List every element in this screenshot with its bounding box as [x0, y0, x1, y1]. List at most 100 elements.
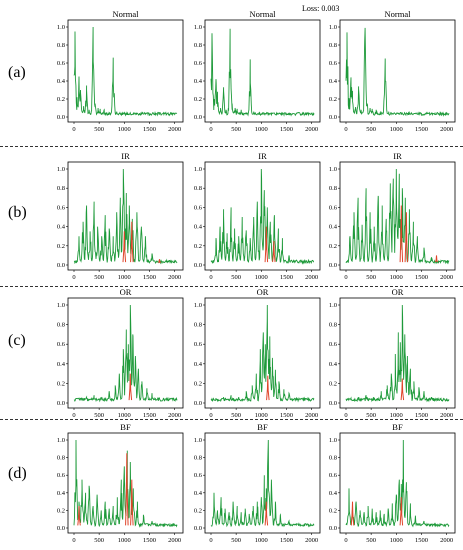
x-tick-label: 0 — [344, 412, 347, 419]
y-tick-label: 0.0 — [57, 262, 65, 269]
y-tick-label: 0.0 — [329, 262, 337, 269]
x-tick-label: 0 — [72, 537, 75, 544]
y-tick-label: 0.2 — [329, 507, 337, 514]
x-tick-label: 1000 — [118, 126, 131, 133]
x-tick-label: 0 — [209, 412, 212, 419]
x-tick-label: 1500 — [143, 537, 156, 544]
x-tick-label: 0 — [209, 537, 212, 544]
x-tick-label: 500 — [231, 126, 241, 133]
y-tick-label: 0.6 — [329, 60, 338, 67]
row-divider-3 — [0, 419, 463, 420]
series-red-peak — [77, 505, 81, 526]
x-tick-label: 1000 — [390, 274, 403, 281]
series-green — [210, 28, 315, 117]
plot-frame — [339, 19, 456, 123]
y-tick-label: 0.2 — [57, 507, 65, 514]
plot-title: BF — [257, 422, 268, 432]
plot-frame — [339, 161, 456, 271]
series-red-peak — [399, 497, 404, 526]
y-tick-label: 0.4 — [194, 78, 203, 85]
series-green — [73, 439, 178, 528]
x-tick-label: 1500 — [143, 126, 156, 133]
series-red-peak — [400, 378, 405, 401]
x-tick-label: 0 — [72, 412, 75, 419]
y-tick-label: 0.8 — [57, 185, 65, 192]
y-tick-label: 0.6 — [329, 204, 338, 211]
x-tick-label: 1000 — [255, 412, 268, 419]
y-tick-label: 0.2 — [194, 507, 202, 514]
x-tick-label: 2000 — [305, 537, 318, 544]
y-tick-label: 0.6 — [57, 472, 66, 479]
y-tick-label: 0.8 — [57, 42, 65, 49]
x-tick-label: 1500 — [415, 126, 428, 133]
y-tick-label: 0.2 — [194, 96, 202, 103]
y-tick-label: 1.0 — [57, 166, 65, 173]
y-tick-label: 0.0 — [329, 525, 337, 532]
x-tick-label: 500 — [94, 537, 104, 544]
subplot-6: IR 0.0 0.2 0.4 0.6 0.8 1.0 0 500 1000 1500 2000 — [329, 151, 456, 281]
row-label-d: (d) — [8, 465, 27, 482]
row-divider-2 — [0, 286, 463, 287]
y-tick-label: 0.2 — [57, 243, 65, 250]
x-tick-label: 1000 — [390, 412, 403, 419]
y-tick-label: 0.0 — [194, 262, 202, 269]
x-tick-label: 500 — [366, 412, 376, 419]
y-tick-label: 0.0 — [194, 525, 202, 532]
series-red-peak — [272, 240, 276, 263]
series-green — [210, 439, 315, 528]
y-tick-label: 1.0 — [194, 166, 202, 173]
x-tick-label: 2000 — [440, 537, 453, 544]
x-tick-label: 1500 — [280, 126, 293, 133]
series-red-peak — [266, 375, 270, 401]
y-tick-label: 1.0 — [57, 437, 65, 444]
series-red-peak — [434, 255, 439, 263]
y-tick-label: 0.6 — [194, 60, 203, 67]
y-tick-label: 0.0 — [329, 400, 337, 407]
y-tick-label: 0.0 — [194, 400, 202, 407]
plot-frame — [204, 432, 321, 534]
y-tick-label: 1.0 — [194, 24, 202, 31]
y-tick-label: 0.6 — [57, 341, 66, 348]
x-tick-label: 0 — [344, 537, 347, 544]
y-tick-label: 0.4 — [329, 361, 338, 368]
y-tick-label: 1.0 — [194, 302, 202, 309]
y-tick-label: 1.0 — [57, 302, 65, 309]
plot-frame — [67, 432, 184, 534]
row-label-b: (b) — [8, 204, 27, 221]
series-green — [345, 439, 450, 528]
subplot-7: OR 0.0 0.2 0.4 0.6 0.8 1.0 0 500 1000 1500 2000 — [57, 287, 184, 419]
y-tick-label: 0.2 — [329, 243, 337, 250]
series-red-peak — [130, 221, 134, 263]
subplot-12: BF 0.0 0.2 0.4 0.6 0.8 1.0 0 500 1000 1500 2000 — [329, 422, 456, 544]
x-tick-label: 1000 — [118, 412, 131, 419]
series-red-peak — [128, 373, 133, 401]
plot-title: IR — [393, 151, 402, 161]
series-red-peak — [264, 501, 269, 526]
series-red-peak — [130, 479, 134, 526]
y-tick-label: 0.8 — [329, 322, 337, 329]
y-tick-label: 0.4 — [329, 224, 338, 231]
x-tick-label: 1000 — [255, 126, 268, 133]
y-tick-label: 0.2 — [194, 243, 202, 250]
x-tick-label: 1500 — [143, 274, 156, 281]
x-tick-label: 2000 — [440, 412, 453, 419]
x-tick-label: 1000 — [390, 537, 403, 544]
y-tick-label: 0.2 — [57, 380, 65, 387]
plot-frame — [204, 161, 321, 271]
x-tick-label: 1500 — [415, 274, 428, 281]
y-tick-label: 0.0 — [329, 114, 337, 121]
y-tick-label: 1.0 — [57, 24, 65, 31]
plot-title: Normal — [113, 9, 140, 19]
y-tick-label: 0.8 — [57, 322, 65, 329]
x-tick-label: 0 — [344, 126, 347, 133]
y-tick-label: 0.6 — [329, 472, 338, 479]
y-tick-label: 0.4 — [57, 361, 66, 368]
x-tick-label: 0 — [72, 126, 75, 133]
x-tick-label: 2000 — [305, 126, 318, 133]
y-tick-label: 0.2 — [194, 380, 202, 387]
y-tick-label: 0.4 — [329, 78, 338, 85]
subplot-11: BF 0.0 0.2 0.4 0.6 0.8 1.0 0 500 1000 1500 2000 — [194, 422, 321, 544]
y-tick-label: 0.6 — [329, 341, 338, 348]
x-tick-label: 500 — [366, 126, 376, 133]
